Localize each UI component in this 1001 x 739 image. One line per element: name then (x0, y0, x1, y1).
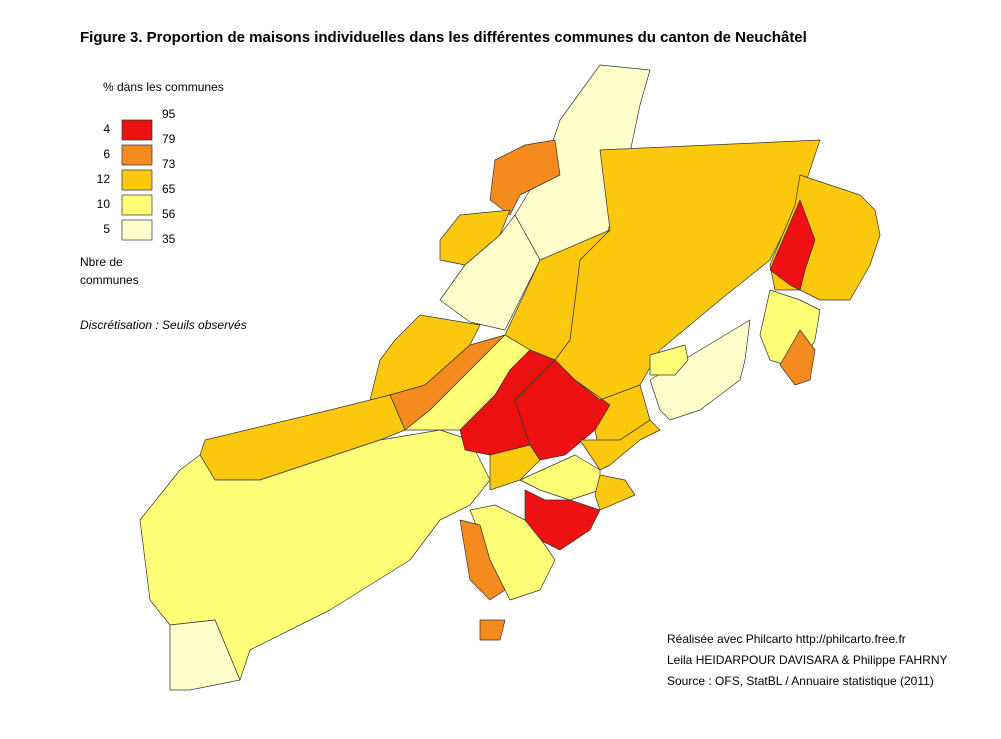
legend-swatch (121, 144, 153, 166)
commune (459, 519, 506, 601)
method-note: Discrétisation : Seuils observés (80, 318, 247, 332)
legend-threshold: 73 (162, 157, 176, 171)
legend-swatch (121, 119, 153, 141)
credit: Leila HEIDARPOUR DAVISARA & Philippe FAH… (667, 653, 948, 667)
commune (489, 444, 541, 491)
commune (139, 429, 491, 681)
commune (649, 344, 689, 376)
credit: Source : OFS, StatBL / Annuaire statisti… (667, 674, 934, 688)
commune (169, 619, 241, 691)
legend-threshold: 65 (162, 182, 176, 196)
legend-threshold: 95 (162, 107, 176, 121)
commune (579, 419, 661, 471)
legend-threshold: 35 (162, 232, 176, 246)
commune (649, 319, 751, 421)
legend-swatch (121, 169, 153, 191)
legend-count: 6 (103, 147, 110, 161)
commune (439, 214, 541, 331)
legend-threshold: 56 (162, 207, 176, 221)
legend-count: 5 (103, 222, 110, 236)
count-label: Nbre de (80, 255, 123, 269)
map-title: Figure 3. Proportion de maisons individu… (80, 29, 807, 46)
legend-count: 10 (97, 197, 111, 211)
legend-threshold: 79 (162, 132, 176, 146)
legend-swatch (121, 219, 153, 241)
commune (779, 329, 816, 386)
commune (489, 139, 561, 216)
commune (479, 619, 506, 641)
legend-count: 4 (103, 122, 110, 136)
count-label: communes (80, 273, 139, 287)
legend-count: 12 (97, 172, 111, 186)
commune (594, 474, 636, 511)
commune (769, 199, 816, 291)
legend-title: % dans les communes (103, 80, 224, 94)
legend-swatch (121, 194, 153, 216)
communes (139, 64, 881, 691)
credit: Réalisée avec Philcarto http://philcarto… (667, 632, 906, 646)
